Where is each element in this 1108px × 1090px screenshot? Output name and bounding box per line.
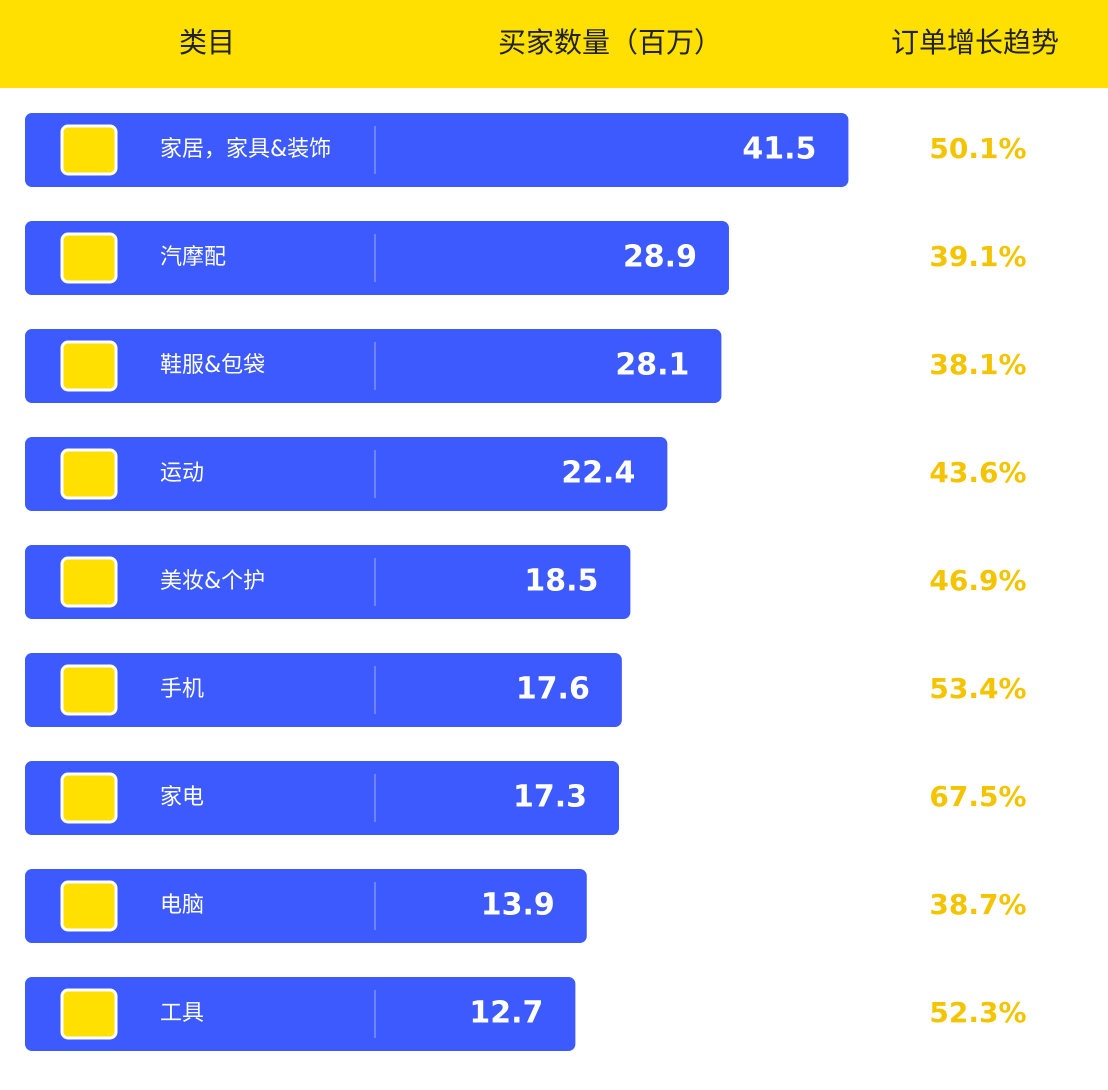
icon [60, 124, 118, 176]
icon [60, 340, 118, 392]
growth-label: 46.9% [929, 564, 1026, 597]
growth-label: 39.1% [929, 240, 1026, 273]
bar [25, 653, 622, 727]
value-label: 28.9 [623, 240, 697, 275]
value-label: 41.5 [742, 132, 816, 167]
bar [25, 113, 849, 187]
icon [60, 556, 118, 608]
growth-label: 50.1% [929, 132, 1026, 165]
value-label: 18.5 [524, 564, 598, 599]
category-label: 鞋服&包袋 [160, 353, 265, 378]
value-label: 17.6 [516, 672, 590, 707]
growth-label: 38.7% [929, 888, 1026, 921]
bar [25, 761, 620, 835]
header-category: 类目 [179, 26, 235, 59]
value-label: 22.4 [561, 456, 635, 491]
growth-label: 53.4% [929, 672, 1026, 705]
bar [25, 221, 729, 295]
value-label: 12.7 [469, 996, 543, 1031]
bar [25, 437, 668, 511]
header-buyers: 买家数量（百万） [498, 26, 722, 59]
category-label: 电脑 [160, 893, 204, 918]
header-band [0, 0, 1108, 88]
category-label: 家居，家具&装饰 [160, 137, 331, 162]
icon [60, 880, 118, 932]
value-label: 13.9 [481, 888, 555, 923]
category-label: 家电 [160, 785, 204, 810]
category-label: 工具 [160, 1001, 204, 1026]
category-label: 美妆&个护 [160, 569, 265, 594]
category-label: 运动 [160, 461, 204, 486]
icon [60, 664, 118, 716]
growth-label: 43.6% [929, 456, 1026, 489]
icon [60, 988, 118, 1040]
bar [25, 977, 576, 1051]
bar [25, 869, 587, 943]
category-label: 手机 [160, 677, 204, 702]
icon [60, 772, 118, 824]
bar [25, 545, 631, 619]
icon [60, 232, 118, 284]
category-label: 汽摩配 [160, 245, 226, 270]
value-label: 17.3 [513, 780, 587, 815]
growth-label: 38.1% [929, 348, 1026, 381]
growth-label: 67.5% [929, 780, 1026, 813]
icon [60, 448, 118, 500]
bar [25, 329, 722, 403]
header-growth: 订单增长趋势 [891, 26, 1059, 59]
value-label: 28.1 [615, 348, 689, 383]
growth-label: 52.3% [929, 996, 1026, 1029]
